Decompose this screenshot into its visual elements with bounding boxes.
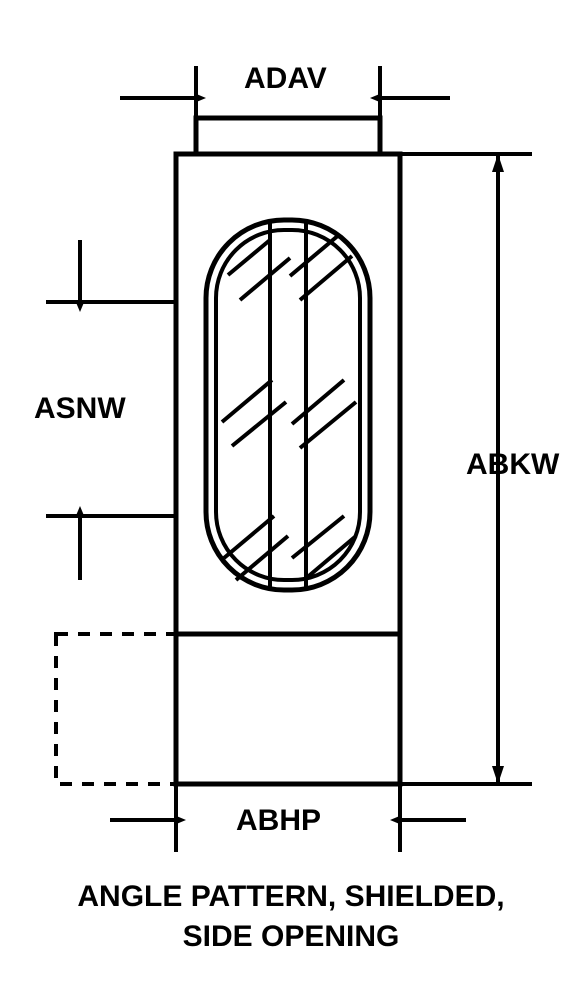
- body-lower: [176, 634, 400, 784]
- label-asnw: ASNW: [34, 392, 126, 426]
- label-abkw: ABKW: [466, 448, 559, 482]
- label-adav: ADAV: [244, 62, 327, 96]
- hatching: [222, 234, 356, 580]
- diagram-canvas: ADAV ASNW ABKW ABHP ANGLE PATTERN, SHIEL…: [0, 0, 582, 991]
- dashed-extension: [56, 634, 176, 784]
- window-outer: [206, 220, 370, 590]
- window-inner: [216, 230, 360, 580]
- diagram-svg: [0, 0, 582, 991]
- label-abhp: ABHP: [236, 804, 321, 838]
- top-cap: [196, 118, 380, 154]
- caption-line-2: SIDE OPENING: [0, 920, 582, 954]
- body-upper: [176, 154, 400, 634]
- caption-line-1: ANGLE PATTERN, SHIELDED,: [0, 880, 582, 914]
